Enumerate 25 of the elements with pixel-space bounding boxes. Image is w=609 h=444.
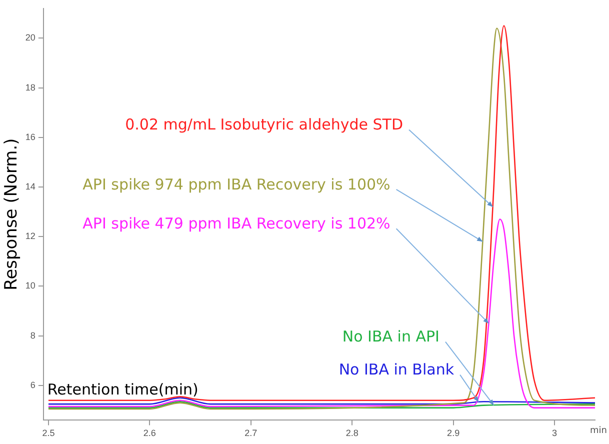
x-axis-title: Retention time(min) xyxy=(47,380,198,399)
x-tick-label: 2.9 xyxy=(447,428,460,438)
x-tick-label: 2.5 xyxy=(42,428,55,438)
y-tick-label: 12 xyxy=(25,231,36,242)
y-tick-label: 20 xyxy=(25,32,36,43)
series-label: No IBA in Blank xyxy=(338,360,454,379)
y-axis-title: Response (Norm.) xyxy=(2,138,22,290)
line-series xyxy=(48,218,595,408)
x-tick-label: 2.7 xyxy=(244,428,258,438)
line-series xyxy=(48,397,595,405)
x-tick-label: 3 xyxy=(552,428,558,438)
y-tick-label: 6 xyxy=(30,380,36,390)
x-tick-label: 2.8 xyxy=(346,428,358,438)
line-series xyxy=(48,400,595,408)
text: min xyxy=(590,426,607,436)
text: 0.02 mg/mL Isobutyric aldehyde STD xyxy=(125,116,403,134)
text: No IBA in API xyxy=(342,328,440,346)
y-tick-label: 16 xyxy=(25,132,36,142)
text: API spike 974 ppm IBA Recovery is 100% xyxy=(82,175,390,194)
text: API spike 479 ppm IBA Recovery is 102% xyxy=(82,214,390,232)
y-tick-label: 10 xyxy=(25,280,36,291)
y-tick-label: 8 xyxy=(30,330,36,340)
x-tick-label: 2.6 xyxy=(143,428,156,438)
y-tick-label: 14 xyxy=(25,181,36,192)
y-tick-label: 18 xyxy=(25,82,36,92)
